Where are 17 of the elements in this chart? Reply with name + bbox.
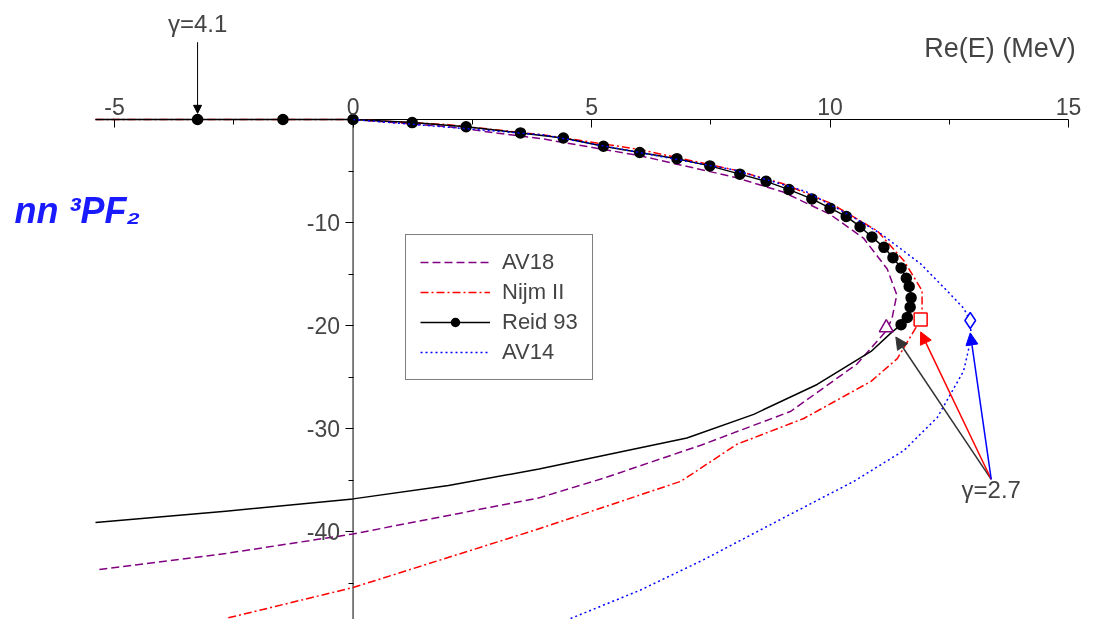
annotation: nn ³PF₂ — [14, 189, 141, 231]
y-tick-label: -20 — [306, 313, 341, 340]
y-tick-label: -30 — [306, 416, 341, 443]
x-axis-title: Re(E) (MeV) — [924, 32, 1076, 63]
legend-label: AV14 — [502, 339, 555, 365]
annotation: γ=4.1 — [167, 10, 228, 38]
x-tick-label: -5 — [104, 93, 125, 120]
y-tick-label: -40 — [306, 519, 341, 546]
y-tick-label: -10 — [306, 210, 341, 237]
x-tick-label: 5 — [585, 93, 598, 120]
x-tick-label: 15 — [1055, 93, 1082, 120]
legend-label: AV18 — [502, 249, 555, 275]
legend-label: Nijm II — [502, 279, 565, 305]
annotation: γ=2.7 — [961, 476, 1021, 504]
legend-label: Reid 93 — [502, 309, 578, 335]
x-tick-label: 10 — [817, 93, 843, 120]
x-tick-label: 0 — [346, 93, 360, 120]
